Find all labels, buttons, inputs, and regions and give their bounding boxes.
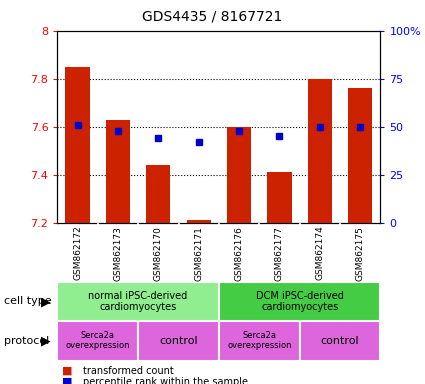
Text: GSM862173: GSM862173 xyxy=(113,226,122,281)
Bar xyxy=(146,165,170,223)
Text: ■: ■ xyxy=(62,377,72,384)
Text: Serca2a
overexpression: Serca2a overexpression xyxy=(65,331,130,351)
Bar xyxy=(348,88,372,223)
Text: GSM862175: GSM862175 xyxy=(356,226,365,281)
Bar xyxy=(308,79,332,223)
Bar xyxy=(267,172,292,223)
Bar xyxy=(65,67,90,223)
Text: GSM862172: GSM862172 xyxy=(73,226,82,280)
Bar xyxy=(57,321,138,361)
Bar xyxy=(187,220,211,223)
Text: GSM862170: GSM862170 xyxy=(154,226,163,281)
Bar xyxy=(219,321,300,361)
Bar xyxy=(227,127,251,223)
Text: control: control xyxy=(321,336,359,346)
Text: percentile rank within the sample: percentile rank within the sample xyxy=(83,377,248,384)
Text: ▶: ▶ xyxy=(41,295,51,308)
Text: GSM862177: GSM862177 xyxy=(275,226,284,281)
Text: normal iPSC-derived
cardiomyocytes: normal iPSC-derived cardiomyocytes xyxy=(88,291,188,312)
Text: control: control xyxy=(159,336,198,346)
Text: protocol: protocol xyxy=(4,336,49,346)
Text: GSM862174: GSM862174 xyxy=(315,226,324,280)
Text: transformed count: transformed count xyxy=(83,366,174,376)
Text: GSM862171: GSM862171 xyxy=(194,226,203,281)
Text: ▶: ▶ xyxy=(41,334,51,347)
Text: Serca2a
overexpression: Serca2a overexpression xyxy=(227,331,292,351)
Bar xyxy=(138,321,219,361)
Bar xyxy=(300,321,380,361)
Text: ■: ■ xyxy=(62,366,72,376)
Text: cell type: cell type xyxy=(4,296,52,306)
Text: DCM iPSC-derived
cardiomyocytes: DCM iPSC-derived cardiomyocytes xyxy=(256,291,343,312)
Bar xyxy=(106,119,130,223)
Bar xyxy=(219,282,380,321)
Bar xyxy=(57,282,219,321)
Text: GDS4435 / 8167721: GDS4435 / 8167721 xyxy=(142,10,283,23)
Text: GSM862176: GSM862176 xyxy=(235,226,244,281)
